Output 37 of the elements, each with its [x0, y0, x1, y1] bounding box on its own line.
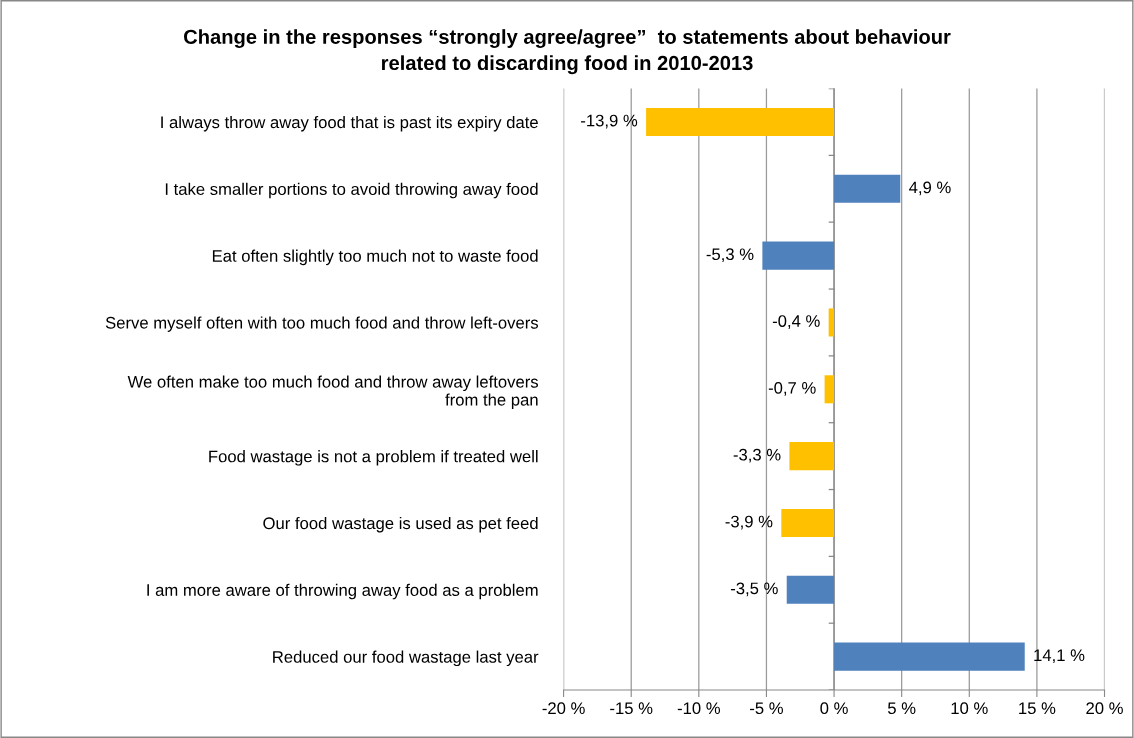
y-tick-label: I always throw away food that is past its expiry date	[161, 115, 538, 132]
data-label: -3,3 %	[733, 448, 781, 463]
x-tick-label: -10 %	[677, 702, 720, 715]
x-tick-label: 0 %	[820, 702, 848, 715]
bar	[824, 375, 835, 404]
y-tick-label: Eat often slightly too much not to waste food	[212, 249, 538, 266]
bar	[781, 508, 835, 537]
y-tick-label: Serve myself often with too much food and throw left-overs	[105, 316, 539, 332]
y-tick-label: Food wastage is not a problem if treated well	[209, 450, 538, 466]
data-label: -5,3 %	[706, 248, 754, 263]
y-tick-label: I take smaller portions to avoid throwing away food	[165, 182, 538, 199]
data-label: 14,1 %	[1034, 649, 1085, 664]
bar	[834, 642, 1025, 671]
bar	[789, 442, 835, 471]
bar	[834, 174, 901, 203]
data-label: 4,9 %	[909, 181, 951, 196]
x-tick-label: 20 %	[1086, 702, 1123, 715]
bar	[762, 241, 835, 270]
x-tick-label: -5 %	[750, 702, 783, 715]
chart-title: Change in the responses “strongly agree/agree” to statements about behaviour related to discarding food in 2010-2013	[184, 29, 951, 75]
x-tick-label: -20 %	[542, 702, 585, 715]
data-label: -0,4 %	[772, 315, 820, 329]
data-label: -0,7 %	[768, 381, 816, 396]
y-tick-label: Our food wastage is used as pet feed	[263, 516, 538, 533]
bar	[828, 308, 835, 337]
y-tick-label: I am more aware of throwing away food as a problem	[147, 583, 538, 600]
bar	[786, 575, 835, 604]
x-tick-label: 15 %	[1019, 702, 1056, 715]
y-tick-label: Reduced our food wastage last year	[273, 650, 539, 667]
data-label: -3,9 %	[725, 515, 773, 530]
x-tick-label: 10 %	[951, 702, 988, 715]
y-tick-label: We often make too much food and throw away leftovers from the pan	[127, 375, 539, 409]
x-tick-label: 5 %	[887, 702, 916, 715]
data-label: -3,5 %	[730, 582, 778, 597]
x-tick-label: -15 %	[610, 702, 653, 715]
bar	[646, 107, 835, 137]
data-label: -13,9 %	[581, 114, 638, 129]
